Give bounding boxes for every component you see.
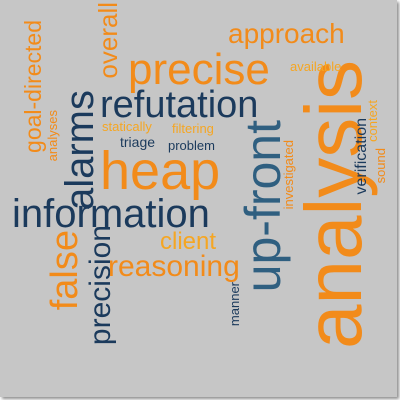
word-available: available <box>290 59 342 74</box>
word-reasoning: reasoning <box>108 250 240 283</box>
word-statically: statically <box>102 119 152 134</box>
word-manner: manner <box>227 282 242 327</box>
word-context: context <box>365 100 380 142</box>
word-sound: sound <box>373 148 388 184</box>
word-precise: precise <box>128 45 270 94</box>
word-false: false <box>44 230 86 311</box>
word-information: information <box>12 192 210 236</box>
word-triage: triage <box>120 134 156 150</box>
word-filtering: filtering <box>172 121 214 136</box>
word-refutation: refutation <box>100 84 259 126</box>
word-goal-directed: goal-directed <box>20 20 46 153</box>
word-analysis: analysis <box>289 60 378 350</box>
word-overall: overall <box>93 2 123 79</box>
word-problem: problem <box>168 138 215 153</box>
word-approach: approach <box>228 18 345 49</box>
word-client: client <box>160 228 217 255</box>
word-precision: precision <box>84 225 117 346</box>
word-heap: heap <box>100 141 221 201</box>
